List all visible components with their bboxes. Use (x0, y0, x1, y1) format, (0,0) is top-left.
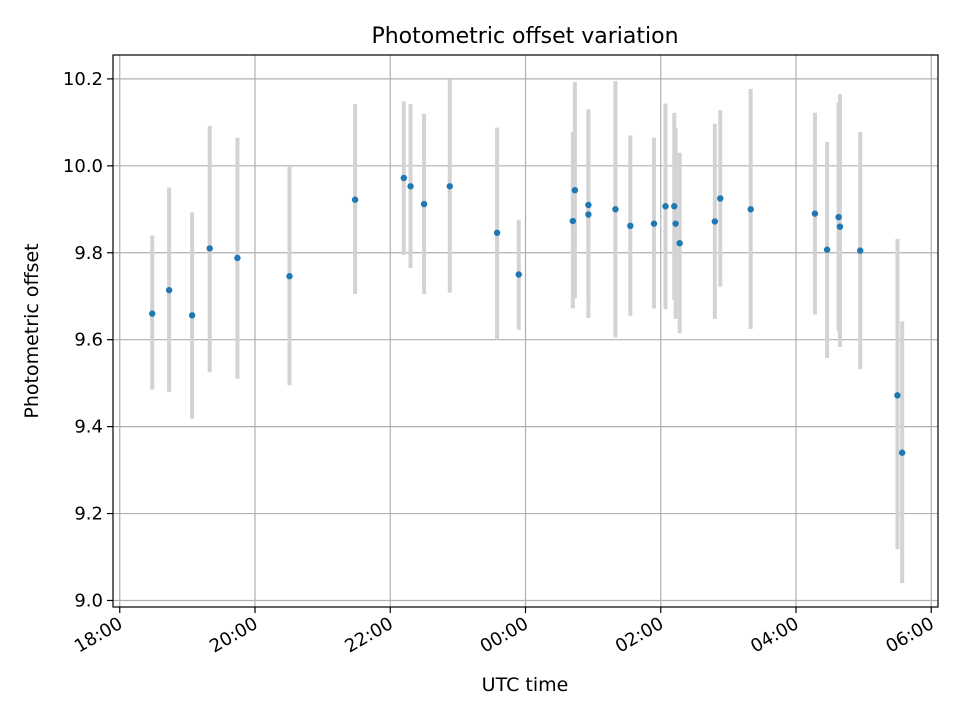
data-point (717, 195, 724, 202)
x-tick-label: 18:00 (71, 613, 126, 657)
data-point (400, 174, 407, 182)
data-point (407, 183, 414, 190)
data-point (747, 206, 754, 213)
x-tick-label: 22:00 (341, 613, 396, 657)
y-tick-label: 10.0 (63, 156, 103, 177)
x-axis-label: UTC time (482, 674, 569, 696)
data-point (711, 218, 719, 225)
grid (113, 55, 938, 607)
y-axis-ticks: 9.0 9.2 9.4 9.6 9.8 10.0 10.2 (63, 69, 113, 611)
data-point (165, 286, 173, 294)
data-point (585, 211, 592, 218)
y-tick-label: 9.2 (74, 504, 103, 525)
data-point (662, 203, 669, 210)
data-point (569, 217, 577, 225)
data-point (671, 203, 678, 210)
data-point (206, 245, 213, 252)
y-tick-label: 9.0 (74, 590, 103, 611)
data-point (811, 210, 819, 217)
data-point (446, 183, 453, 190)
data-point (420, 200, 428, 208)
data-point (188, 312, 196, 319)
x-tick-label: 04:00 (747, 613, 802, 657)
x-tick-label: 02:00 (612, 613, 667, 657)
data-point (571, 186, 579, 194)
y-tick-label: 9.6 (74, 330, 103, 351)
error-bars (150, 79, 905, 584)
data-point (234, 254, 241, 262)
data-point (351, 196, 359, 203)
data-point (585, 201, 592, 209)
data-point (627, 222, 634, 230)
data-point (650, 220, 658, 227)
chart-title: Photometric offset variation (371, 24, 678, 49)
y-tick-label: 10.2 (63, 69, 103, 90)
x-tick-label: 00:00 (477, 613, 532, 657)
data-point (676, 240, 683, 247)
data-point (286, 273, 293, 280)
data-point (823, 246, 831, 253)
y-tick-label: 9.8 (74, 243, 103, 264)
x-axis-ticks: 18:00 20:00 22:00 00:00 02:00 04:00 06:00 (71, 607, 938, 657)
data-points (149, 174, 906, 456)
data-point (612, 206, 619, 213)
x-tick-label: 06:00 (882, 613, 937, 657)
data-point (836, 223, 844, 230)
data-point (515, 271, 522, 278)
data-point (493, 229, 501, 236)
data-point (857, 247, 864, 254)
data-point (835, 213, 842, 221)
y-tick-label: 9.4 (74, 417, 103, 438)
data-point (149, 310, 156, 317)
x-tick-label: 20:00 (206, 613, 261, 657)
data-point (898, 449, 906, 456)
data-point (894, 392, 901, 399)
data-point (672, 220, 679, 227)
y-axis-label: Photometric offset (21, 243, 43, 418)
